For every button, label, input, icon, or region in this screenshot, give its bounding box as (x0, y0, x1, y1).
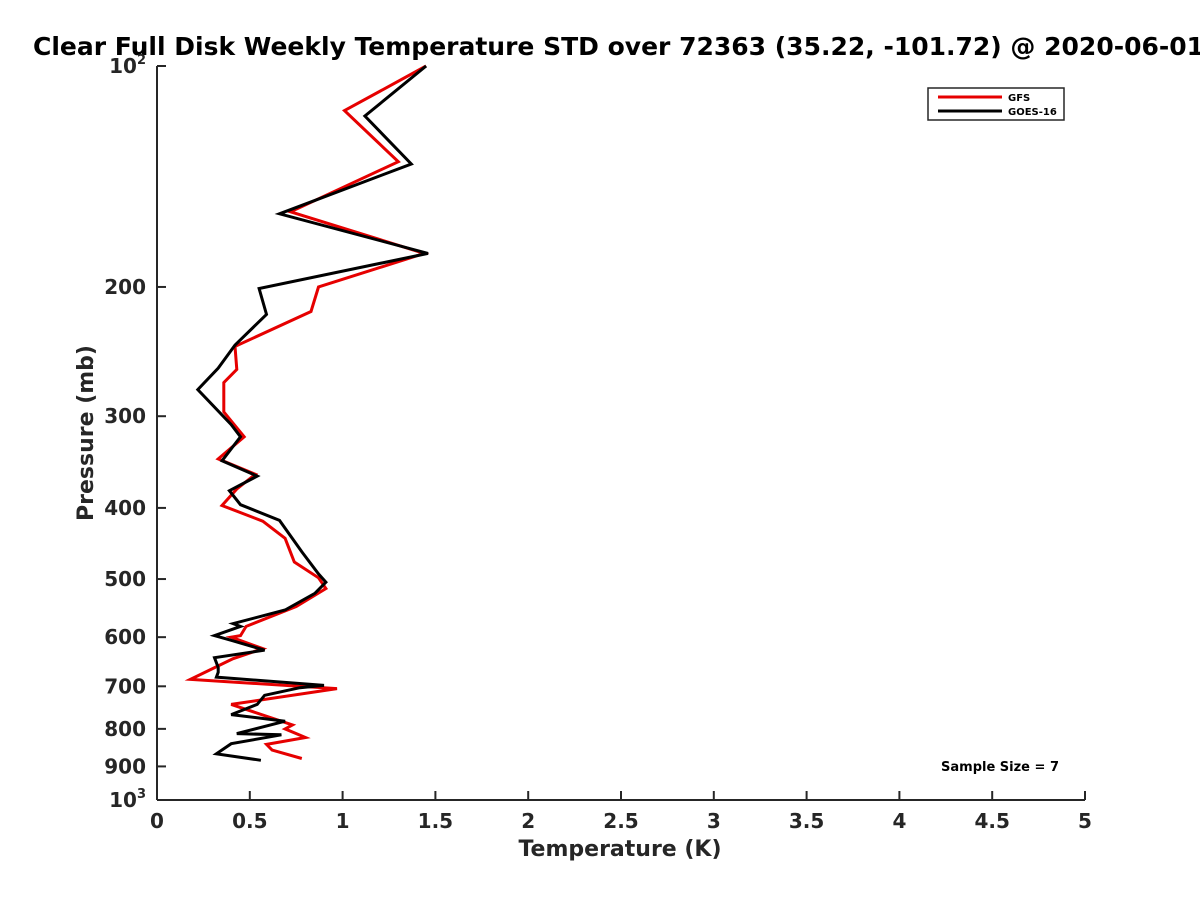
sample-size-annotation: Sample Size = 7 (941, 760, 1059, 775)
legend-entry-label: GFS (1008, 93, 1030, 104)
y-tick-label: 200 (104, 275, 146, 299)
y-tick-label: 600 (104, 625, 146, 649)
plot-area: 0 0.5 1 1.5 2 2.5 3 3.5 4 4.5 5 102 200 300 400 500 600 7… (104, 53, 1092, 833)
series-line-gfs (184, 64, 430, 760)
y-tick-label: 900 (104, 754, 146, 778)
x-tick-label: 0.5 (232, 809, 267, 833)
y-axis-label: Pressure (mb) (74, 345, 99, 521)
y-tick-label: 400 (104, 496, 146, 520)
series-line-goes-16 (195, 64, 429, 762)
series-layer (184, 64, 430, 762)
legend: GFS GOES-16 (927, 87, 1065, 121)
legend-entry-label: GOES-16 (1008, 107, 1057, 118)
y-tick-label: 800 (104, 717, 146, 741)
x-tick-label: 4 (892, 809, 906, 833)
x-axis-label: Temperature (K) (518, 837, 721, 862)
y-tick-label: 700 (104, 674, 146, 698)
x-tick-label: 1 (336, 809, 350, 833)
y-tick-label: 500 (104, 567, 146, 591)
x-tick-label: 1.5 (418, 809, 453, 833)
x-tick-label: 2.5 (603, 809, 638, 833)
chart-title: Clear Full Disk Weekly Temperature STD o… (33, 32, 1200, 61)
x-tick-label: 2 (521, 809, 535, 833)
y-tick-label: 102 (109, 53, 146, 78)
x-tick-label: 0 (150, 809, 164, 833)
x-tick-label: 3 (707, 809, 721, 833)
y-tick-label: 103 (109, 787, 146, 812)
x-tick-label: 5 (1078, 809, 1092, 833)
legend-box (927, 87, 1065, 121)
axes-layer: 0 0.5 1 1.5 2 2.5 3 3.5 4 4.5 5 102 200 300 400 500 600 7… (104, 53, 1092, 833)
x-tick-label: 3.5 (789, 809, 824, 833)
y-tick-label: 300 (104, 404, 146, 428)
x-tick-label: 4.5 (974, 809, 1009, 833)
